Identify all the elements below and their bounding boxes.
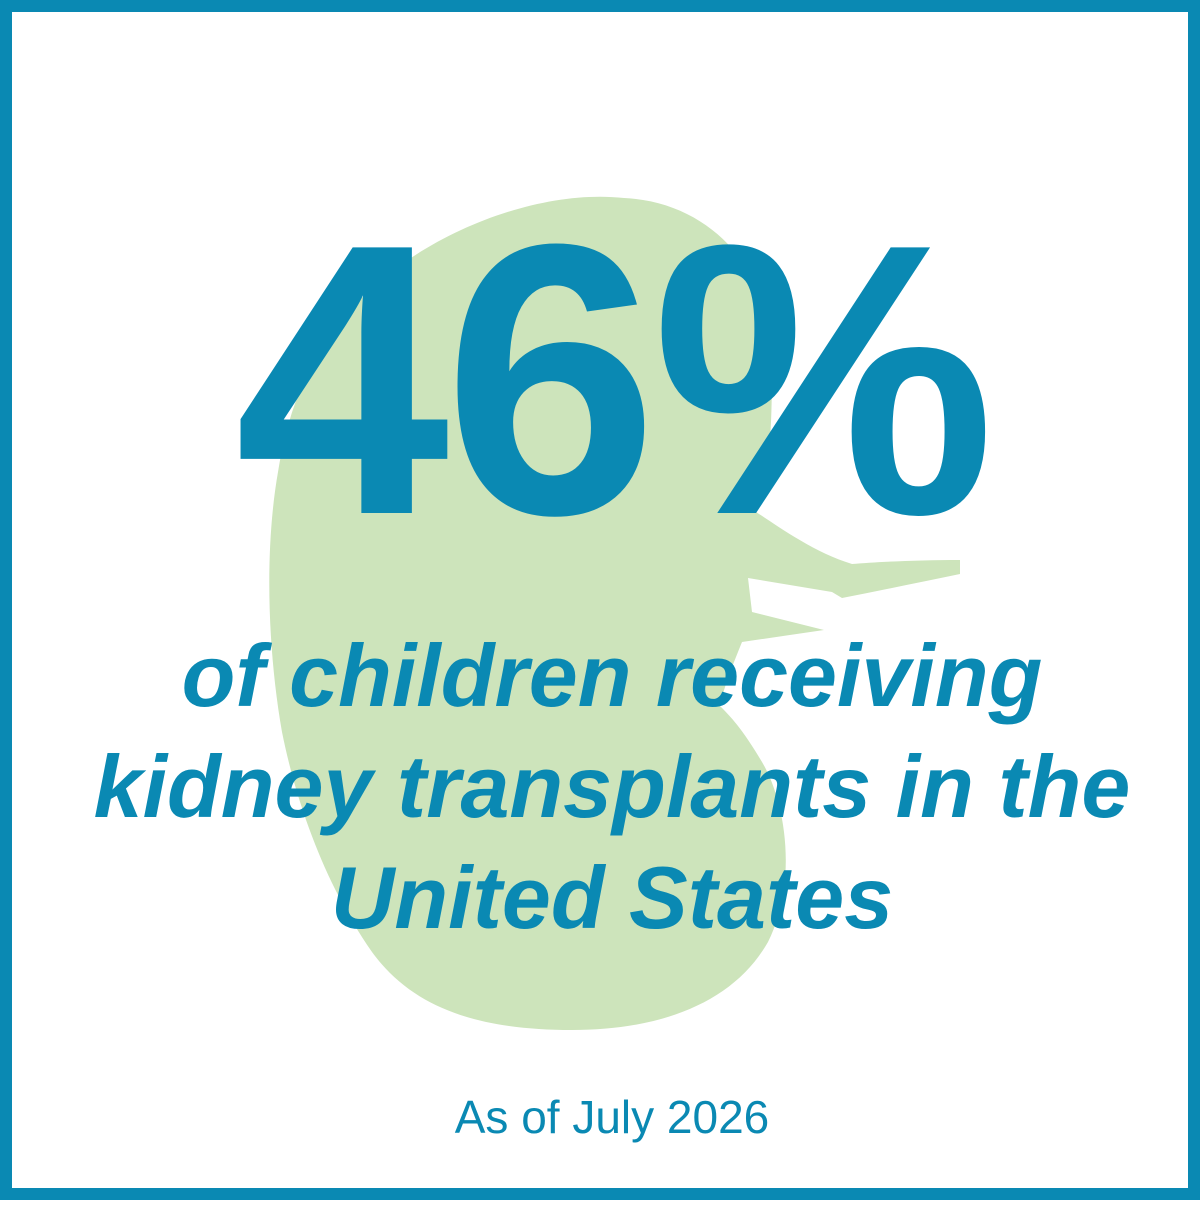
- statistic-value: 46%: [234, 164, 996, 595]
- kidney-icon: [269, 196, 960, 1030]
- date-footnote: As of July 2026: [454, 1091, 770, 1143]
- statistic-caption: of children receiving kidney transplants…: [52, 620, 1172, 953]
- caption-line: United States: [330, 848, 894, 947]
- caption-line: kidney transplants in the: [93, 737, 1131, 836]
- caption-line: of children receiving: [181, 626, 1043, 725]
